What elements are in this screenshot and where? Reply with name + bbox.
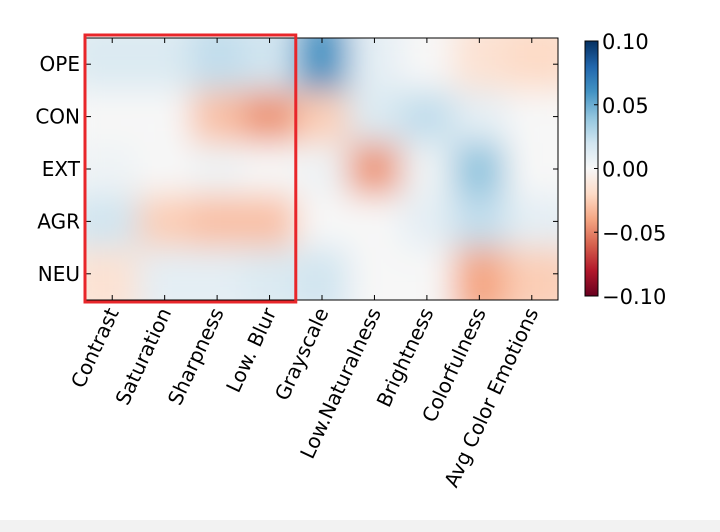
heatmap-cell-ext-0 bbox=[86, 142, 139, 196]
heatmap-cell-neu-4 bbox=[295, 247, 349, 300]
heatmap-cell-ope-2 bbox=[190, 38, 244, 91]
heatmap-cell-ext-7 bbox=[453, 142, 507, 196]
y-tick-label: NEU bbox=[38, 262, 80, 286]
page-footer-band bbox=[0, 520, 720, 532]
heatmap-cell-neu-1 bbox=[138, 247, 192, 300]
heatmap-cell-agr-8 bbox=[505, 195, 558, 249]
heatmap-cell-ext-6 bbox=[400, 142, 454, 196]
highlight-box bbox=[83, 33, 298, 304]
x-tick-label: Avg Color Emotions bbox=[439, 304, 543, 491]
heatmap-cell-con-4 bbox=[295, 90, 349, 144]
heatmap-cell-con-8 bbox=[505, 90, 558, 144]
heatmap-cell-ext-1 bbox=[138, 142, 192, 196]
heatmap-cell-ope-5 bbox=[348, 38, 402, 91]
heatmap-cell-ope-7 bbox=[453, 38, 507, 91]
heatmap-cell-ope-0 bbox=[86, 38, 139, 91]
heatmap-cell-agr-7 bbox=[453, 195, 507, 249]
heatmap-cell-con-1 bbox=[138, 90, 192, 144]
heatmap-cell-agr-6 bbox=[400, 195, 454, 249]
heatmap-cell-ext-5 bbox=[348, 142, 402, 196]
heatmap-cell-ext-3 bbox=[243, 142, 297, 196]
heatmap-cell-ext-4 bbox=[295, 142, 349, 196]
y-tick-label: EXT bbox=[42, 157, 81, 181]
heatmap-cell-neu-8 bbox=[505, 247, 558, 300]
heatmap-cell-neu-7 bbox=[453, 247, 507, 300]
heatmap-cell-agr-1 bbox=[138, 195, 192, 249]
y-axis: OPE CON EXT AGR NEU bbox=[35, 52, 558, 286]
heatmap-cell-ope-1 bbox=[138, 38, 192, 91]
heatmap-cell-agr-3 bbox=[243, 195, 297, 249]
heatmap-cell-neu-3 bbox=[243, 247, 297, 300]
heatmap-cell-ext-8 bbox=[505, 142, 558, 196]
heatmap-cell-con-7 bbox=[453, 90, 507, 144]
heatmap-cell-neu-5 bbox=[348, 247, 402, 300]
heatmap-cell-ope-6 bbox=[400, 38, 454, 91]
x-tick-label: Contrast bbox=[66, 304, 124, 392]
heatmap-cell-con-5 bbox=[348, 90, 402, 144]
y-tick-label: AGR bbox=[37, 209, 80, 233]
heatmap-cell-agr-0 bbox=[86, 195, 139, 249]
colorbar: 0.10 0.05 0.00 −0.05 −0.10 bbox=[584, 30, 666, 309]
heatmap-cell-neu-6 bbox=[400, 247, 454, 300]
colorbar-tick-label: −0.05 bbox=[602, 221, 666, 245]
heatmap-cell-neu-0 bbox=[86, 247, 139, 300]
heatmap-cell-agr-2 bbox=[190, 195, 244, 249]
heatmap-cell-con-3 bbox=[243, 90, 297, 144]
heatmap-cell-ext-2 bbox=[190, 142, 244, 196]
heatmap-cell-ope-3 bbox=[243, 38, 297, 91]
heatmap-cell-con-0 bbox=[86, 90, 139, 144]
colorbar-tick-label: 0.05 bbox=[602, 94, 649, 118]
heatmap-cell-con-6 bbox=[400, 90, 454, 144]
heatmap-cell-neu-2 bbox=[190, 247, 244, 300]
heatmap-cells bbox=[86, 38, 558, 300]
x-tick-label: Low. Blur bbox=[221, 303, 281, 396]
heatmap-plot-area bbox=[85, 37, 559, 301]
heatmap-cell-con-2 bbox=[190, 90, 244, 144]
y-tick-label: CON bbox=[35, 105, 80, 129]
colorbar-tick-label: 0.10 bbox=[602, 30, 649, 54]
y-tick-label: OPE bbox=[40, 52, 80, 76]
colorbar-tick-label: −0.10 bbox=[602, 285, 666, 309]
heatmap-cells-clip bbox=[86, 38, 558, 300]
heatmap-cell-agr-5 bbox=[348, 195, 402, 249]
heatmap-cell-ope-4 bbox=[295, 38, 349, 91]
heatmap-cell-ope-8 bbox=[505, 38, 558, 91]
colorbar-tick-label: 0.00 bbox=[602, 158, 649, 182]
heatmap-cell-agr-4 bbox=[295, 195, 349, 249]
